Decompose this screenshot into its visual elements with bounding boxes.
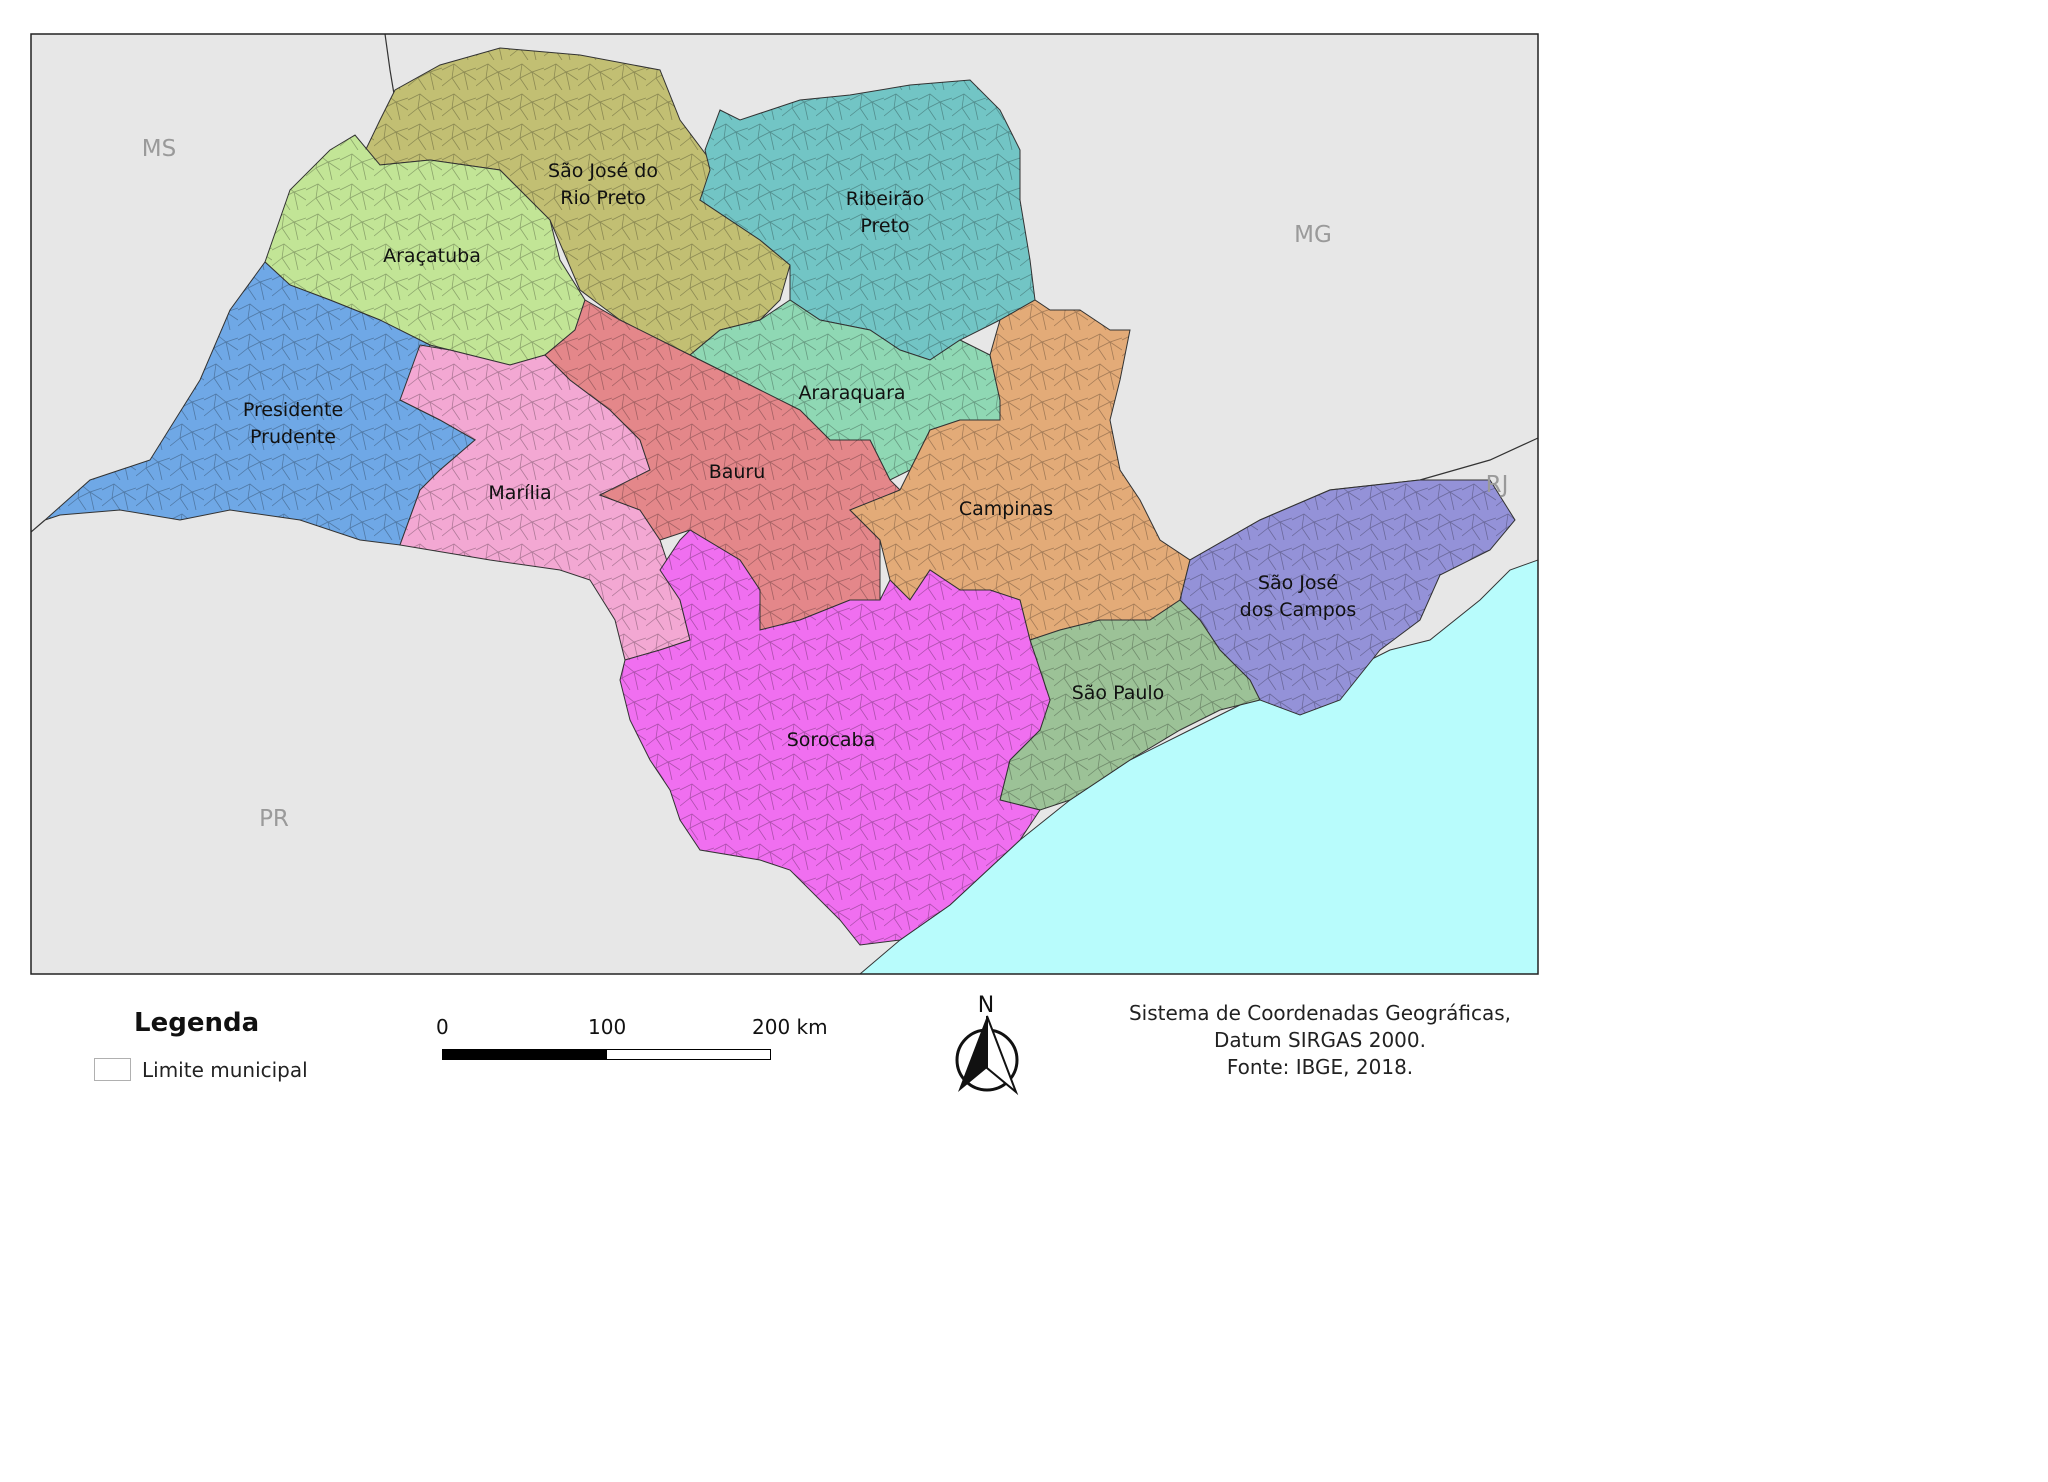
state-map: São José do Rio Preto Ribeirão Preto Araçatu… bbox=[30, 33, 1539, 1096]
region-label: Sorocaba bbox=[787, 729, 876, 751]
region-label: Campinas bbox=[959, 498, 1053, 520]
municipal-boundaries bbox=[690, 300, 1000, 480]
municipal-boundaries bbox=[545, 300, 900, 630]
credit-line: Fonte: IBGE, 2018. bbox=[1226, 1055, 1414, 1079]
municipal-boundaries bbox=[850, 300, 1190, 640]
legend-label: Limite municipal bbox=[142, 1058, 308, 1082]
region-label: Presidente Prudente bbox=[243, 399, 343, 448]
region-label: São José dos Campos bbox=[1240, 572, 1357, 621]
state-label-rj: RJ bbox=[1486, 472, 1509, 498]
region-label: Ribeirão Preto bbox=[846, 188, 925, 237]
municipal-boundaries bbox=[1000, 600, 1260, 810]
state-label-pr: PR bbox=[259, 806, 289, 832]
municipal-boundaries bbox=[265, 135, 585, 365]
legend-title: Legenda bbox=[134, 1008, 260, 1038]
north-arrow-icon: N bbox=[955, 993, 1019, 1096]
municipal-boundaries bbox=[1180, 480, 1515, 715]
map-frame bbox=[30, 33, 1539, 975]
municipal-boundaries bbox=[700, 80, 1035, 360]
north-letter: N bbox=[978, 993, 994, 1018]
credit-line: Datum SIRGAS 2000. bbox=[1214, 1028, 1426, 1052]
municipal-boundaries bbox=[400, 345, 690, 660]
municipal-boundaries bbox=[620, 530, 1050, 945]
region-label: Araçatuba bbox=[383, 245, 481, 267]
region-label: São José do Rio Preto bbox=[548, 160, 658, 209]
scale-tick-0: 0 bbox=[436, 1015, 449, 1039]
legend-swatch bbox=[94, 1058, 131, 1081]
region-label: Araraquara bbox=[798, 382, 905, 404]
scale-bar-white bbox=[606, 1049, 771, 1060]
municipal-boundaries bbox=[355, 48, 790, 355]
municipal-boundaries bbox=[45, 262, 475, 545]
scale-tick-100: 100 bbox=[588, 1015, 627, 1039]
scale-bar-black bbox=[442, 1049, 607, 1060]
state-label-ms: MS bbox=[142, 136, 176, 162]
credit-line: Sistema de Coordenadas Geográficas, bbox=[1128, 1001, 1512, 1025]
scale-tick-200: 200 km bbox=[752, 1015, 828, 1039]
region-label: Marília bbox=[488, 482, 551, 504]
state-label-mg: MG bbox=[1294, 222, 1332, 248]
map-credits: Sistema de Coordenadas Geográficas, Datu… bbox=[1120, 1000, 1520, 1081]
region-label: Bauru bbox=[709, 461, 766, 483]
region-label: São Paulo bbox=[1072, 682, 1165, 704]
